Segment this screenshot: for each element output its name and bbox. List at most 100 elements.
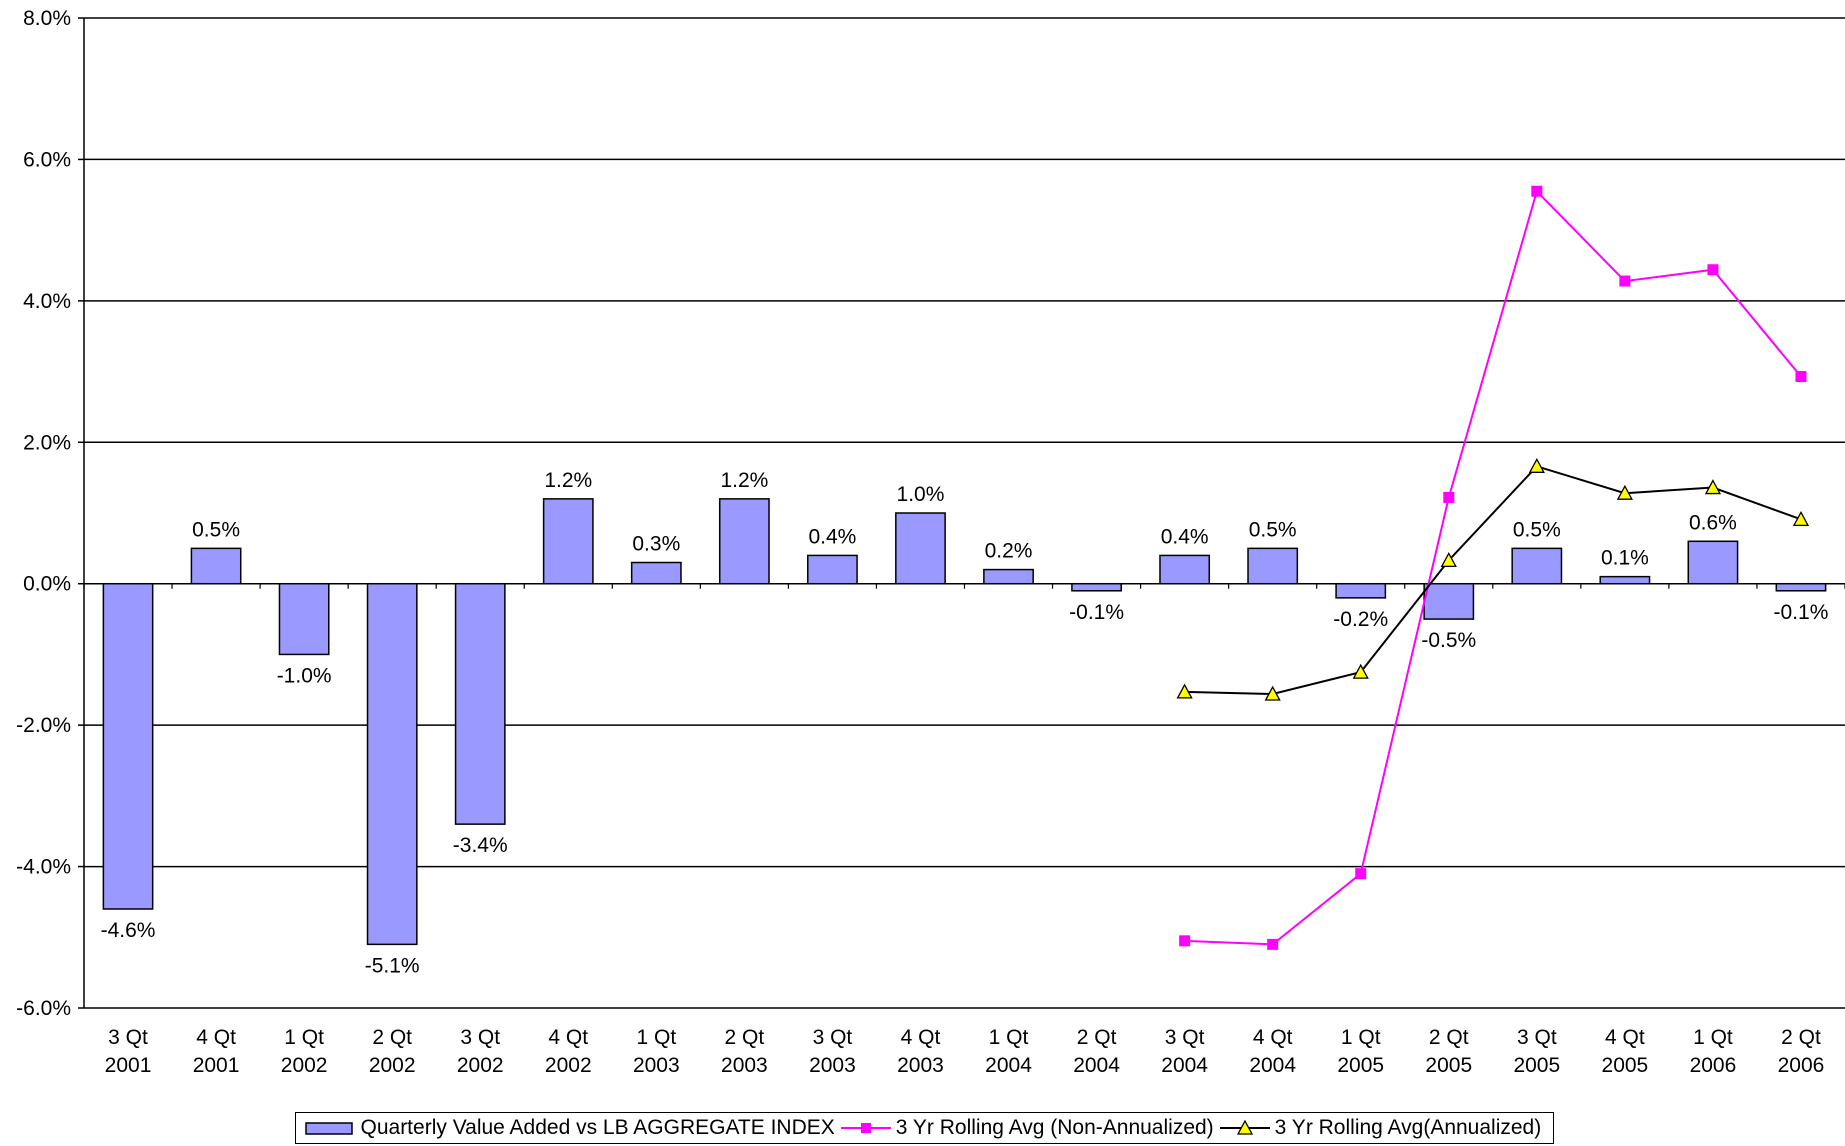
x-tick-label: 2 Qt 2005 — [1425, 1026, 1473, 1077]
marker — [1355, 868, 1367, 880]
marker — [1264, 685, 1281, 701]
x-tick-label: 3 Qt 2004 — [1161, 1026, 1208, 1077]
data-label: -5.1% — [365, 954, 420, 977]
x-tick-label: 1 Qt 2005 — [1337, 1026, 1385, 1077]
bar — [983, 568, 1034, 585]
legend-swatch — [840, 1123, 891, 1133]
data-label: 1.0% — [897, 483, 945, 506]
x-tick-label: 3 Qt 2001 — [104, 1026, 152, 1077]
bar — [1511, 547, 1563, 585]
data-label: 1.2% — [544, 469, 592, 492]
data-label: -4.6% — [101, 919, 156, 942]
bar — [278, 582, 330, 656]
legend-item: 3 Yr Rolling Avg(Annualized) — [1218, 1116, 1546, 1140]
y-tick-label: -4.0% — [16, 856, 71, 879]
data-label: -3.4% — [453, 834, 508, 857]
x-tick-label: 4 Qt 2002 — [544, 1026, 592, 1077]
data-label: 0.4% — [1161, 525, 1209, 548]
legend-swatch-marker — [860, 1123, 871, 1133]
x-tick-label: 2 Qt 2006 — [1777, 1026, 1825, 1077]
data-label: -0.1% — [1069, 601, 1124, 624]
legend-item: 3 Yr Rolling Avg (Non-Annualized) — [839, 1116, 1218, 1140]
y-tick-label: 2.0% — [23, 431, 71, 454]
data-label: -0.2% — [1333, 608, 1388, 631]
data-label: 0.3% — [632, 533, 680, 556]
bar — [1687, 540, 1739, 585]
y-tick-label: 6.0% — [23, 148, 71, 171]
bar — [1071, 582, 1122, 592]
x-tick-label: 1 Qt 2006 — [1689, 1026, 1737, 1077]
marker — [1443, 491, 1455, 503]
legend-item: Quarterly Value Added vs LB AGGREGATE IN… — [304, 1116, 839, 1140]
y-tick-label: 0.0% — [23, 573, 71, 596]
marker — [1531, 185, 1543, 197]
y-tick-label: -6.0% — [16, 997, 71, 1020]
marker — [1707, 264, 1719, 276]
bar — [807, 554, 858, 585]
legend: Quarterly Value Added vs LB AGGREGATE IN… — [294, 1112, 1555, 1144]
legend-swatch-bar — [304, 1122, 353, 1135]
data-label: 0.5% — [1513, 518, 1561, 541]
x-tick-label: 1 Qt 2003 — [632, 1026, 680, 1077]
x-tick-label: 3 Qt 2002 — [456, 1026, 504, 1077]
bar — [1247, 547, 1299, 585]
y-tick-label: 8.0% — [23, 7, 71, 30]
marker — [1440, 552, 1457, 568]
bar — [1599, 575, 1651, 585]
bar — [1159, 554, 1211, 585]
x-tick-label: 2 Qt 2004 — [1073, 1026, 1120, 1077]
data-label: 0.1% — [1601, 547, 1649, 570]
data-label: 1.2% — [720, 469, 768, 492]
marker — [1795, 371, 1807, 383]
legend-label: 3 Yr Rolling Avg (Non-Annualized) — [895, 1116, 1214, 1139]
data-label: 0.5% — [1249, 518, 1297, 541]
legend-label: 3 Yr Rolling Avg(Annualized) — [1274, 1116, 1542, 1139]
marker — [1528, 457, 1545, 473]
data-label: 0.2% — [985, 540, 1033, 563]
marker — [1176, 683, 1193, 699]
bar — [718, 498, 770, 585]
bar — [1775, 582, 1827, 592]
x-tick-label: 2 Qt 2002 — [368, 1026, 416, 1077]
marker — [1792, 510, 1810, 527]
marker — [1704, 479, 1722, 495]
bar — [1423, 582, 1475, 620]
line — [1184, 465, 1802, 696]
bar — [190, 547, 242, 585]
x-tick-label: 1 Qt 2004 — [985, 1026, 1032, 1077]
data-label: 0.4% — [808, 525, 856, 548]
legend-label: Quarterly Value Added vs LB AGGREGATE IN… — [360, 1116, 835, 1139]
x-tick-label: 2 Qt 2003 — [721, 1026, 768, 1077]
x-tick-label: 1 Qt 2002 — [280, 1026, 328, 1077]
y-tick-label: -2.0% — [16, 714, 71, 737]
x-tick-label: 3 Qt 2003 — [809, 1026, 856, 1077]
x-tick-label: 3 Qt 2005 — [1513, 1026, 1561, 1077]
y-tick-label: 4.0% — [23, 290, 71, 313]
bar — [542, 498, 594, 585]
x-tick-label: 4 Qt 2004 — [1249, 1026, 1297, 1077]
data-label: -0.5% — [1421, 629, 1476, 652]
bar — [366, 582, 418, 946]
marker — [1267, 938, 1279, 950]
data-label: -1.0% — [277, 664, 332, 687]
line — [1184, 189, 1802, 946]
marker — [1616, 484, 1633, 500]
legend-swatch-marker — [1236, 1119, 1253, 1135]
data-label: 0.5% — [192, 518, 240, 541]
bar — [630, 561, 682, 585]
bar — [1335, 582, 1387, 599]
marker — [1619, 275, 1631, 287]
x-tick-label: 4 Qt 2001 — [192, 1026, 240, 1077]
bar — [454, 582, 506, 825]
x-tick-label: 4 Qt 2003 — [897, 1026, 944, 1077]
legend-swatch — [1219, 1119, 1270, 1135]
data-label: -0.1% — [1774, 601, 1829, 624]
legend-swatch — [304, 1122, 353, 1135]
data-label: 0.6% — [1689, 511, 1737, 534]
bar — [895, 512, 946, 585]
bar — [102, 582, 154, 910]
marker — [1179, 935, 1191, 947]
marker — [1352, 663, 1369, 679]
